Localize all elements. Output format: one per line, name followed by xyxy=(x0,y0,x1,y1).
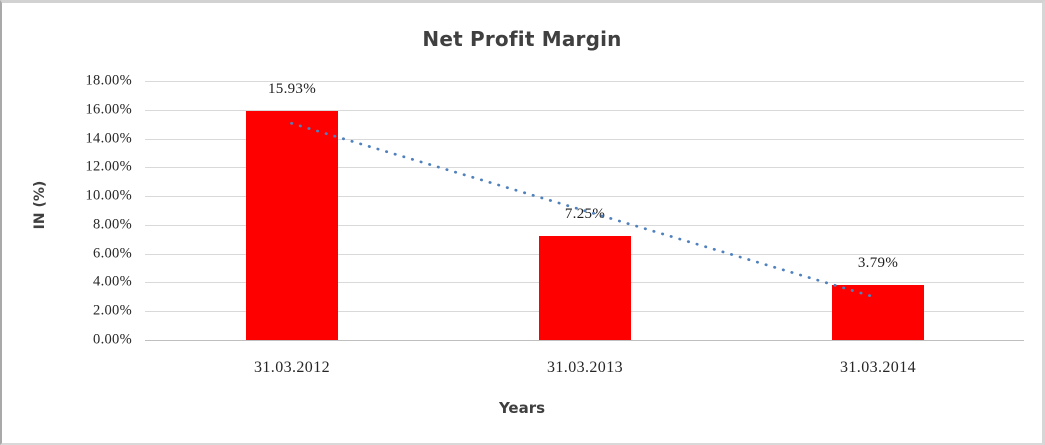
x-category-label: 31.03.2012 xyxy=(254,359,330,376)
x-category-label: 31.03.2013 xyxy=(547,359,623,376)
y-tick-label: 8.00% xyxy=(93,216,132,233)
y-tick-label: 14.00% xyxy=(85,130,132,147)
y-tick-label: 6.00% xyxy=(93,245,132,262)
bar-data-label: 7.25% xyxy=(564,206,606,222)
y-tick-label: 18.00% xyxy=(85,72,132,89)
y-tick-label: 4.00% xyxy=(93,273,132,290)
bar-data-label: 15.93% xyxy=(267,81,317,97)
gridline xyxy=(145,81,1024,82)
chart-title: Net Profit Margin xyxy=(422,27,622,51)
x-axis-line xyxy=(145,340,1024,341)
y-tick-label: 10.00% xyxy=(85,187,132,204)
y-tick-label: 16.00% xyxy=(85,101,132,118)
bar xyxy=(832,285,924,340)
y-tick-label: 12.00% xyxy=(85,158,132,175)
y-tick-label: 0.00% xyxy=(93,331,132,348)
bar xyxy=(539,236,631,340)
trendline-dotted-icon xyxy=(290,121,879,300)
x-axis-title: Years xyxy=(498,399,546,417)
y-tick-label: 2.00% xyxy=(93,302,132,319)
bar-data-label: 3.79% xyxy=(857,255,899,271)
gridline xyxy=(145,110,1024,111)
bar xyxy=(246,111,338,340)
x-category-label: 31.03.2014 xyxy=(840,359,916,376)
